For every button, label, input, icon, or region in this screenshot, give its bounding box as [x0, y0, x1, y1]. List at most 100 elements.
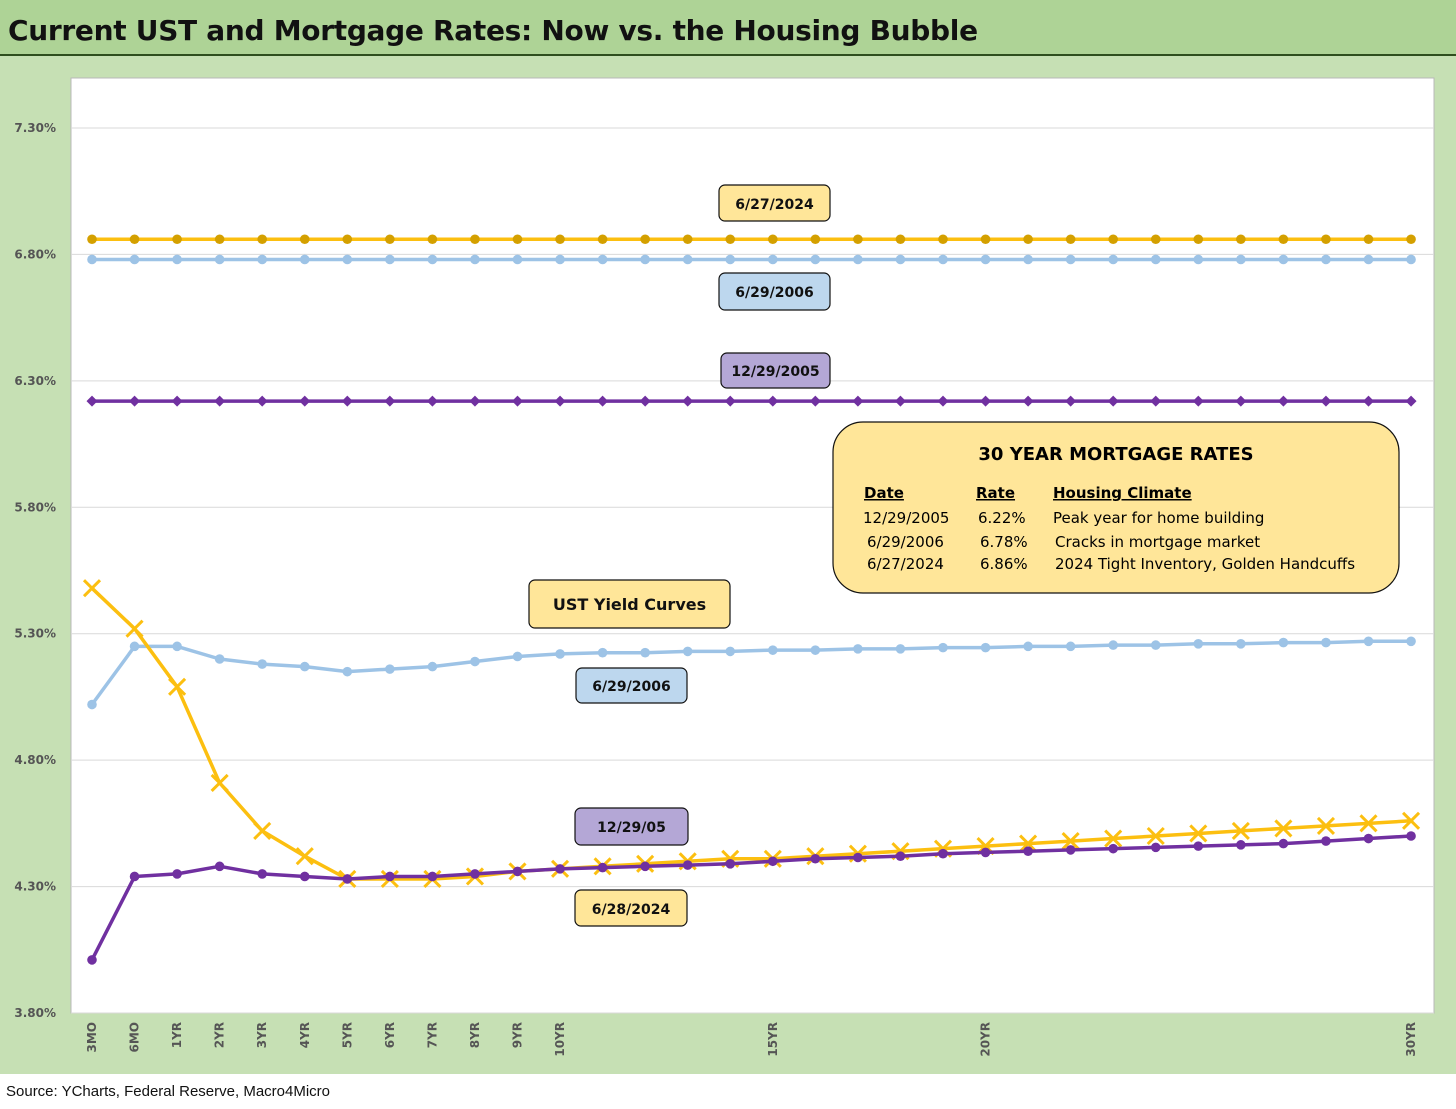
data-point: [214, 861, 225, 872]
title-bar: Current UST and Mortgage Rates: Now vs. …: [0, 0, 1456, 56]
table-cell: Peak year for home building: [1053, 509, 1264, 527]
x-tick-label: 3MO: [85, 1022, 99, 1053]
data-point: [555, 254, 565, 265]
data-point: [1277, 395, 1289, 407]
data-point: [682, 395, 694, 407]
table-cell: 6.86%: [980, 555, 1028, 573]
data-point: [1107, 395, 1119, 407]
data-point: [1023, 254, 1033, 265]
data-point: [1108, 843, 1118, 854]
data-point: [640, 254, 650, 265]
data-point: [725, 859, 736, 869]
data-point: [257, 659, 268, 669]
data-point: [512, 254, 523, 265]
data-point: [895, 644, 906, 654]
label-ust-2024: 6/28/2024: [574, 889, 688, 927]
data-point: [1022, 395, 1034, 407]
data-point: [1405, 395, 1417, 407]
data-point: [597, 862, 608, 873]
svg-text:UST Yield Curves: UST Yield Curves: [553, 595, 706, 614]
data-point: [1150, 640, 1161, 650]
data-point: [1192, 395, 1204, 407]
table-title: 30 YEAR MORTGAGE RATES: [978, 444, 1253, 465]
data-point: [1274, 819, 1293, 838]
series-line: [90, 834, 1412, 961]
data-point: [895, 851, 906, 862]
table-cell: 6.78%: [980, 533, 1028, 551]
data-point: [512, 234, 523, 245]
data-point: [1363, 234, 1374, 245]
data-point: [1150, 395, 1162, 407]
data-point: [1065, 845, 1076, 855]
table-cell: 6/29/2006: [867, 533, 944, 551]
data-point: [427, 254, 438, 265]
x-tick-label: 2YR: [213, 1022, 227, 1048]
data-point: [1193, 639, 1204, 649]
data-point: [299, 661, 310, 672]
data-point: [253, 821, 272, 841]
data-point: [210, 773, 229, 792]
chart-svg: 3.80% 4.30% 4.80% 5.30% 5.80% 6.30% 6.80% 7.30%…: [14, 77, 1435, 1057]
x-tick-label: 4YR: [298, 1022, 312, 1048]
series-layer: [82, 234, 1421, 965]
y-axis-ticks: 3.80% 4.30% 4.80% 5.30% 5.80% 6.30% 6.80% 7.30%: [14, 121, 56, 1020]
svg-text:6/27/2024: 6/27/2024: [735, 197, 814, 213]
data-point: [1236, 234, 1246, 245]
data-point: [470, 656, 480, 667]
data-point: [1278, 254, 1289, 265]
series-line: [90, 586, 1412, 881]
data-point: [299, 395, 311, 407]
data-point: [810, 645, 821, 655]
data-point: [385, 664, 395, 674]
data-point: [1065, 395, 1077, 407]
y-tick-label: 6.80%: [14, 247, 56, 261]
data-point: [853, 234, 863, 245]
data-point: [640, 647, 650, 658]
data-point: [554, 395, 566, 407]
data-point: [640, 234, 650, 245]
data-point: [682, 234, 693, 245]
data-point: [597, 647, 608, 658]
data-point: [768, 645, 778, 655]
data-point: [1150, 234, 1161, 245]
data-point: [980, 847, 991, 858]
data-point: [87, 254, 97, 265]
data-point: [342, 254, 353, 265]
data-point: [342, 234, 353, 245]
data-point: [342, 874, 353, 884]
table-cell: 2024 Tight Inventory, Golden Handcuffs: [1055, 555, 1355, 573]
y-tick-label: 5.80%: [14, 500, 56, 514]
data-point: [640, 861, 650, 872]
label-mortgage-2024: 6/27/2024: [718, 184, 831, 222]
y-tick-label: 6.30%: [14, 374, 56, 388]
data-point: [470, 869, 480, 879]
data-point: [980, 642, 991, 653]
data-point: [682, 860, 693, 870]
table-cell: Cracks in mortgage market: [1055, 533, 1260, 551]
x-tick-label: 1YR: [170, 1022, 184, 1048]
data-point: [1363, 395, 1374, 407]
data-point: [895, 254, 906, 265]
data-point: [1406, 831, 1416, 841]
series-6-29-2006: [87, 636, 1416, 710]
svg-text:12/29/05: 12/29/05: [597, 820, 666, 836]
data-point: [1023, 641, 1033, 652]
data-point: [810, 234, 821, 245]
data-point: [1406, 254, 1416, 265]
data-point: [980, 254, 991, 265]
data-point: [1406, 234, 1416, 245]
series-6-29-2006: [87, 254, 1416, 265]
x-tick-label: 9YR: [511, 1022, 525, 1048]
data-point: [341, 395, 353, 407]
data-point: [1023, 846, 1033, 856]
data-point: [385, 871, 395, 882]
data-point: [512, 866, 523, 877]
data-point: [767, 395, 779, 407]
data-point: [1406, 636, 1416, 647]
series-12-29-2005: [86, 395, 1417, 407]
data-point: [894, 395, 906, 407]
data-point: [214, 395, 226, 407]
data-point: [129, 871, 140, 882]
data-point: [1146, 826, 1165, 846]
data-point: [725, 234, 736, 245]
